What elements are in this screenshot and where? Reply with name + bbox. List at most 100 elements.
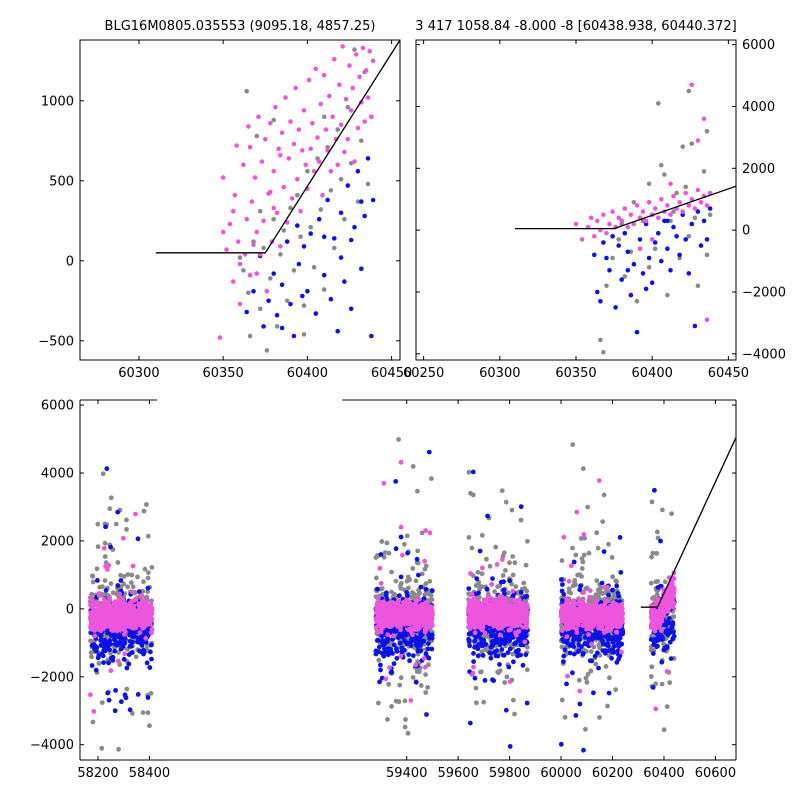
pink-data-point	[512, 614, 517, 619]
gray-data-point	[141, 710, 146, 715]
blue-data-point	[126, 662, 131, 667]
gray-data-point	[580, 566, 585, 571]
pink-data-point	[120, 622, 125, 627]
pink-data-point	[121, 626, 126, 631]
blue-data-point	[389, 670, 394, 675]
blue-data-point	[288, 302, 293, 307]
blue-data-point	[308, 231, 313, 236]
axis-frame	[416, 40, 736, 360]
pink-data-point	[149, 617, 154, 622]
blue-data-point	[244, 310, 249, 315]
blue-data-point	[419, 640, 424, 645]
blue-data-point	[415, 644, 420, 649]
blue-data-point	[105, 691, 110, 696]
y-tick-label: 0	[66, 254, 74, 269]
gray-data-point	[258, 307, 263, 312]
blue-data-point	[472, 639, 477, 644]
blue-data-point	[128, 707, 133, 712]
blue-data-point	[501, 653, 506, 658]
blue-data-point	[396, 635, 401, 640]
gray-data-point	[389, 570, 394, 575]
blue-data-point	[671, 225, 676, 230]
pink-data-point	[88, 617, 93, 622]
pink-data-point	[392, 616, 397, 621]
gray-data-point	[398, 583, 403, 588]
pink-data-point	[276, 147, 281, 152]
blue-data-point	[297, 262, 302, 267]
pink-data-point	[471, 665, 476, 670]
pink-data-point	[282, 185, 287, 190]
pink-data-point	[468, 571, 473, 576]
pink-data-point	[310, 121, 315, 126]
blue-data-point	[127, 633, 132, 638]
pink-data-point	[423, 624, 428, 629]
pink-data-point	[114, 613, 119, 618]
pink-data-point	[314, 67, 319, 72]
pink-data-point	[99, 625, 104, 630]
pink-data-point	[471, 671, 476, 676]
pink-data-point	[408, 621, 413, 626]
pink-data-point	[149, 630, 154, 635]
blue-data-point	[506, 650, 511, 655]
blue-data-point	[144, 631, 149, 636]
pink-data-point	[487, 594, 492, 599]
gray-data-point	[510, 508, 515, 513]
pink-data-point	[517, 621, 522, 626]
gray-data-point	[610, 555, 615, 560]
pink-data-point	[307, 78, 312, 83]
blue-data-point	[507, 578, 512, 583]
gray-data-point	[572, 578, 577, 583]
blue-data-point	[702, 219, 707, 224]
blue-data-point	[490, 629, 495, 634]
pink-data-point	[580, 237, 585, 242]
pink-data-point	[696, 138, 701, 143]
blue-data-point	[485, 514, 490, 519]
pink-data-point	[524, 625, 529, 630]
pink-data-point	[268, 190, 273, 195]
pink-data-point	[125, 613, 130, 618]
gray-data-point	[702, 169, 707, 174]
blue-data-point	[109, 656, 114, 661]
pink-data-point	[680, 209, 685, 214]
blue-data-point	[314, 311, 319, 316]
gray-data-point	[481, 700, 486, 705]
gray-data-point	[504, 500, 509, 505]
blue-data-point	[506, 665, 511, 670]
pink-data-point	[121, 610, 126, 615]
blue-data-point	[127, 644, 132, 649]
gray-data-point	[598, 338, 603, 343]
gray-data-point	[423, 672, 428, 677]
blue-data-point	[113, 708, 118, 713]
pink-data-point	[361, 46, 366, 51]
pink-data-point	[339, 123, 344, 128]
blue-data-point	[98, 638, 103, 643]
pink-data-point	[508, 679, 513, 684]
pink-data-point	[273, 105, 278, 110]
pink-data-point	[133, 611, 138, 616]
gray-data-point	[339, 177, 344, 182]
pink-data-point	[362, 119, 367, 124]
blue-data-point	[339, 255, 344, 260]
pink-data-point	[231, 209, 236, 214]
blue-data-point	[317, 217, 322, 222]
pink-data-point	[250, 199, 255, 204]
gray-data-point	[124, 518, 129, 523]
gray-data-point	[342, 217, 347, 222]
blue-data-point	[115, 510, 120, 515]
pink-data-point	[610, 209, 615, 214]
gray-data-point	[610, 256, 615, 261]
gray-data-point	[425, 685, 430, 690]
gray-data-point	[254, 134, 259, 139]
blue-data-point	[393, 479, 398, 484]
pink-data-point	[635, 203, 640, 208]
gray-data-point	[295, 193, 300, 198]
blue-data-point	[366, 156, 371, 161]
pink-data-point	[238, 262, 243, 267]
gray-data-point	[407, 577, 412, 582]
pink-data-point	[492, 619, 497, 624]
gray-data-point	[116, 560, 121, 565]
pink-data-point	[367, 49, 372, 54]
blue-data-point	[104, 588, 109, 593]
blue-data-point	[394, 546, 399, 551]
gray-data-point	[271, 118, 276, 123]
